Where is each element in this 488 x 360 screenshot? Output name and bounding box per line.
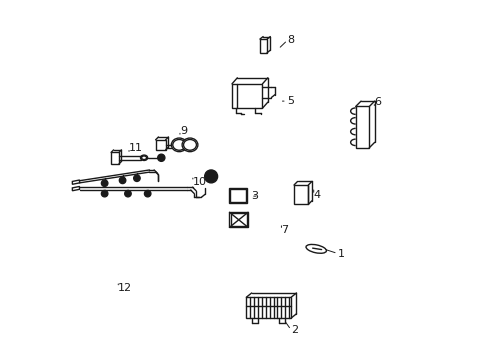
Circle shape: [133, 175, 140, 181]
Text: 5: 5: [286, 96, 293, 106]
Bar: [246, 297, 290, 318]
Ellipse shape: [182, 138, 198, 152]
Circle shape: [158, 154, 164, 161]
Circle shape: [207, 172, 215, 180]
Text: 6: 6: [373, 97, 381, 107]
Ellipse shape: [305, 244, 326, 253]
Text: 9: 9: [180, 126, 187, 135]
Bar: [155, 140, 165, 150]
Bar: [111, 152, 119, 164]
Circle shape: [119, 177, 125, 184]
Text: 7: 7: [281, 225, 288, 235]
Bar: [355, 107, 368, 148]
Circle shape: [101, 180, 108, 186]
Bar: [293, 185, 308, 204]
Bar: [229, 212, 247, 227]
Text: 10: 10: [192, 177, 206, 187]
Text: 11: 11: [129, 143, 142, 153]
Circle shape: [144, 190, 151, 197]
Circle shape: [124, 190, 131, 197]
Text: 4: 4: [313, 190, 320, 200]
Bar: [230, 189, 245, 202]
Ellipse shape: [140, 155, 147, 161]
Bar: [230, 213, 246, 226]
Text: 12: 12: [118, 283, 132, 293]
Ellipse shape: [142, 156, 146, 159]
Ellipse shape: [171, 138, 187, 152]
Bar: [228, 188, 247, 203]
Ellipse shape: [172, 139, 185, 150]
Text: 1: 1: [337, 248, 344, 258]
Text: 8: 8: [287, 35, 294, 45]
Polygon shape: [72, 180, 80, 184]
Circle shape: [101, 190, 108, 197]
Bar: [231, 84, 262, 108]
Ellipse shape: [183, 139, 196, 150]
Bar: [260, 39, 266, 53]
Polygon shape: [72, 186, 80, 191]
Circle shape: [204, 170, 217, 183]
Text: 3: 3: [250, 191, 258, 201]
Text: 2: 2: [290, 325, 298, 335]
